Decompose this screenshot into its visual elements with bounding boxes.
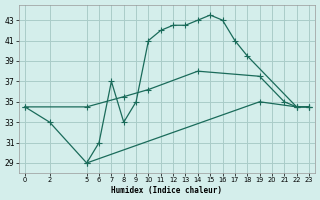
X-axis label: Humidex (Indice chaleur): Humidex (Indice chaleur) xyxy=(111,186,222,195)
